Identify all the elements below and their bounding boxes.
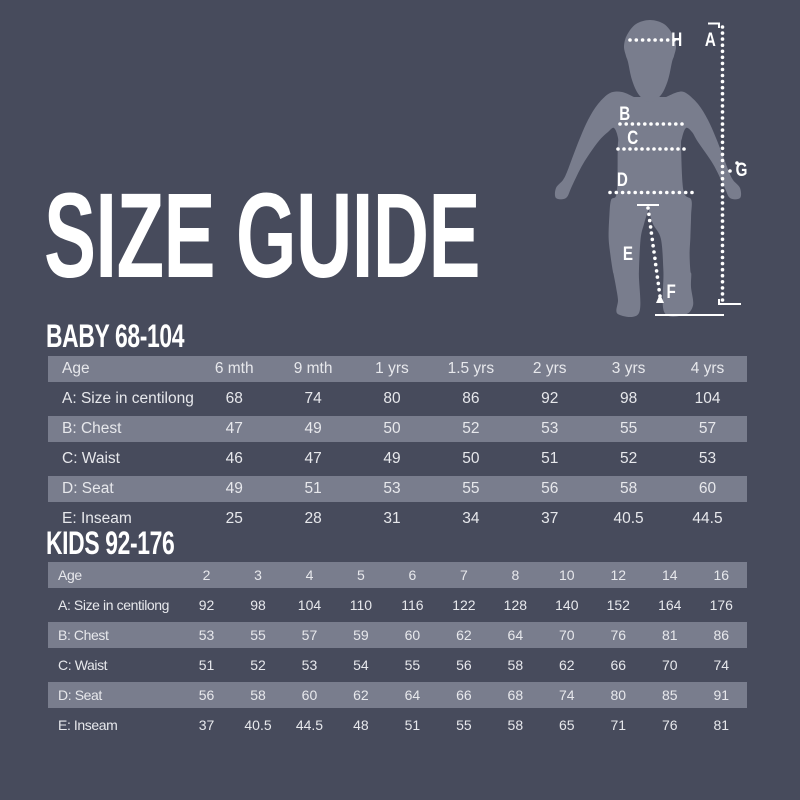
svg-text:H: H: [671, 28, 682, 50]
svg-text:F: F: [667, 280, 676, 302]
svg-text:E: E: [623, 242, 633, 264]
svg-text:C: C: [627, 126, 638, 148]
svg-text:G: G: [736, 158, 748, 180]
svg-text:A: A: [705, 28, 716, 50]
svg-text:D: D: [617, 168, 628, 190]
svg-text:B: B: [619, 102, 630, 124]
